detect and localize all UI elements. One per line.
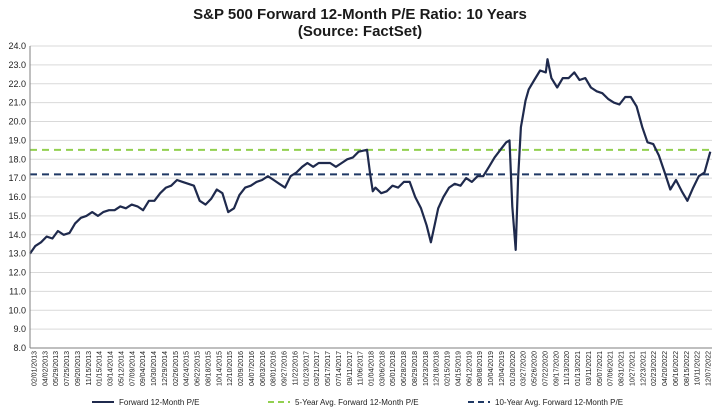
y-tick-label: 15.0 bbox=[8, 211, 26, 221]
x-tick-label: 09/27/2016 bbox=[282, 351, 289, 386]
chart-title: S&P 500 Forward 12-Month P/E Ratio: 10 Y… bbox=[193, 6, 527, 23]
x-tick-label: 07/22/2020 bbox=[542, 351, 549, 386]
x-tick-label: 09/11/2017 bbox=[347, 351, 354, 386]
x-tick-label: 01/13/2021 bbox=[575, 351, 582, 386]
x-tick-label: 05/12/2014 bbox=[118, 351, 125, 386]
x-tick-label: 02/26/2015 bbox=[173, 351, 180, 386]
x-tick-label: 10/23/2018 bbox=[423, 351, 430, 386]
x-tick-label: 05/01/2018 bbox=[390, 351, 397, 386]
x-tick-label: 05/29/2013 bbox=[53, 351, 60, 386]
x-tick-label: 08/31/2021 bbox=[619, 351, 626, 386]
x-tick-label: 03/06/2018 bbox=[379, 351, 386, 386]
y-tick-label: 12.0 bbox=[8, 268, 26, 278]
x-tick-label: 05/17/2017 bbox=[325, 351, 332, 386]
x-tick-label: 10/11/2022 bbox=[695, 351, 702, 386]
x-tick-label: 06/28/2018 bbox=[401, 351, 408, 386]
y-tick-label: 17.0 bbox=[8, 173, 26, 183]
x-tick-label: 09/20/2013 bbox=[75, 351, 82, 386]
y-tick-label: 14.0 bbox=[8, 230, 26, 240]
x-tick-label: 11/15/2013 bbox=[86, 351, 93, 386]
x-tick-label: 02/09/2016 bbox=[238, 351, 245, 386]
x-tick-label: 09/17/2020 bbox=[553, 351, 560, 386]
x-tick-label: 09/04/2014 bbox=[140, 351, 147, 386]
x-tick-label: 04/15/2019 bbox=[455, 351, 462, 386]
x-tick-label: 12/29/2014 bbox=[162, 351, 169, 386]
y-tick-label: 24.0 bbox=[8, 41, 26, 51]
x-tick-label: 04/20/2022 bbox=[662, 351, 669, 386]
y-tick-label: 16.0 bbox=[8, 192, 26, 202]
x-tick-label: 12/04/2019 bbox=[499, 351, 506, 386]
x-tick-label: 10/30/2014 bbox=[151, 351, 158, 386]
x-tick-label: 01/04/2018 bbox=[369, 351, 376, 386]
x-tick-label: 04/24/2015 bbox=[184, 351, 191, 386]
x-tick-label: 12/07/2022 bbox=[706, 351, 713, 386]
x-tick-label: 05/26/2020 bbox=[532, 351, 539, 386]
x-tick-label: 03/14/2014 bbox=[108, 351, 115, 386]
x-tick-label: 02/23/2022 bbox=[651, 351, 658, 386]
x-tick-label: 07/14/2017 bbox=[336, 351, 343, 386]
x-tick-label: 01/23/2017 bbox=[303, 351, 310, 386]
x-tick-label: 08/18/2015 bbox=[205, 351, 212, 386]
x-tick-label: 04/02/2013 bbox=[42, 351, 49, 386]
x-tick-label: 10/27/2021 bbox=[629, 351, 636, 386]
x-tick-label: 10/04/2019 bbox=[488, 351, 495, 386]
x-tick-label: 06/03/2016 bbox=[260, 351, 267, 386]
legend-label: Forward 12-Month P/E bbox=[119, 398, 199, 407]
x-tick-label: 08/01/2016 bbox=[271, 351, 278, 386]
y-tick-label: 13.0 bbox=[8, 249, 26, 259]
y-tick-label: 8.0 bbox=[13, 343, 26, 353]
x-tick-label: 10/14/2015 bbox=[216, 351, 223, 386]
y-tick-label: 18.0 bbox=[8, 154, 26, 164]
x-tick-label: 12/23/2021 bbox=[640, 351, 647, 386]
x-tick-label: 08/29/2018 bbox=[412, 351, 419, 386]
x-tick-label: 01/15/2014 bbox=[97, 351, 104, 386]
x-tick-label: 08/15/2022 bbox=[684, 351, 691, 386]
y-tick-label: 19.0 bbox=[8, 135, 26, 145]
x-tick-label: 06/12/2019 bbox=[466, 351, 473, 386]
y-tick-label: 23.0 bbox=[8, 60, 26, 70]
pe-series-line bbox=[29, 58, 712, 255]
legend-label: 5-Year Avg. Forward 12-Month P/E bbox=[295, 398, 419, 407]
x-tick-label: 03/27/2020 bbox=[521, 351, 528, 386]
chart-subtitle: (Source: FactSet) bbox=[297, 23, 423, 40]
y-tick-label: 21.0 bbox=[8, 98, 26, 108]
x-tick-label: 07/25/2013 bbox=[64, 351, 71, 386]
legend-label: 10-Year Avg. Forward 12-Month P/E bbox=[495, 398, 623, 407]
y-tick-label: 20.0 bbox=[8, 117, 26, 127]
y-tick-label: 11.0 bbox=[9, 286, 26, 296]
x-tick-label: 11/13/2020 bbox=[564, 351, 571, 386]
y-tick-label: 10.0 bbox=[8, 305, 26, 315]
x-tick-label: 05/07/2021 bbox=[597, 351, 604, 386]
x-tick-label: 12/10/2015 bbox=[227, 351, 234, 386]
x-tick-label: 08/08/2019 bbox=[477, 351, 484, 386]
x-tick-label: 03/21/2017 bbox=[314, 351, 321, 386]
x-tick-label: 11/22/2016 bbox=[292, 351, 299, 386]
x-tick-label: 03/11/2021 bbox=[586, 351, 593, 386]
x-tick-label: 07/09/2014 bbox=[129, 351, 136, 386]
x-tick-label: 02/01/2013 bbox=[32, 351, 39, 386]
x-tick-label: 06/22/2015 bbox=[195, 351, 202, 386]
x-tick-label: 02/15/2019 bbox=[445, 351, 452, 386]
x-tick-label: 06/16/2022 bbox=[673, 351, 680, 386]
x-tick-label: 04/07/2016 bbox=[249, 351, 256, 386]
x-tick-label: 01/30/2020 bbox=[510, 351, 517, 386]
x-tick-label: 11/06/2017 bbox=[358, 351, 365, 386]
x-tick-label: 12/18/2018 bbox=[434, 351, 441, 386]
x-tick-label: 07/06/2021 bbox=[608, 351, 615, 386]
y-tick-label: 9.0 bbox=[13, 324, 26, 334]
y-tick-label: 22.0 bbox=[8, 79, 26, 89]
